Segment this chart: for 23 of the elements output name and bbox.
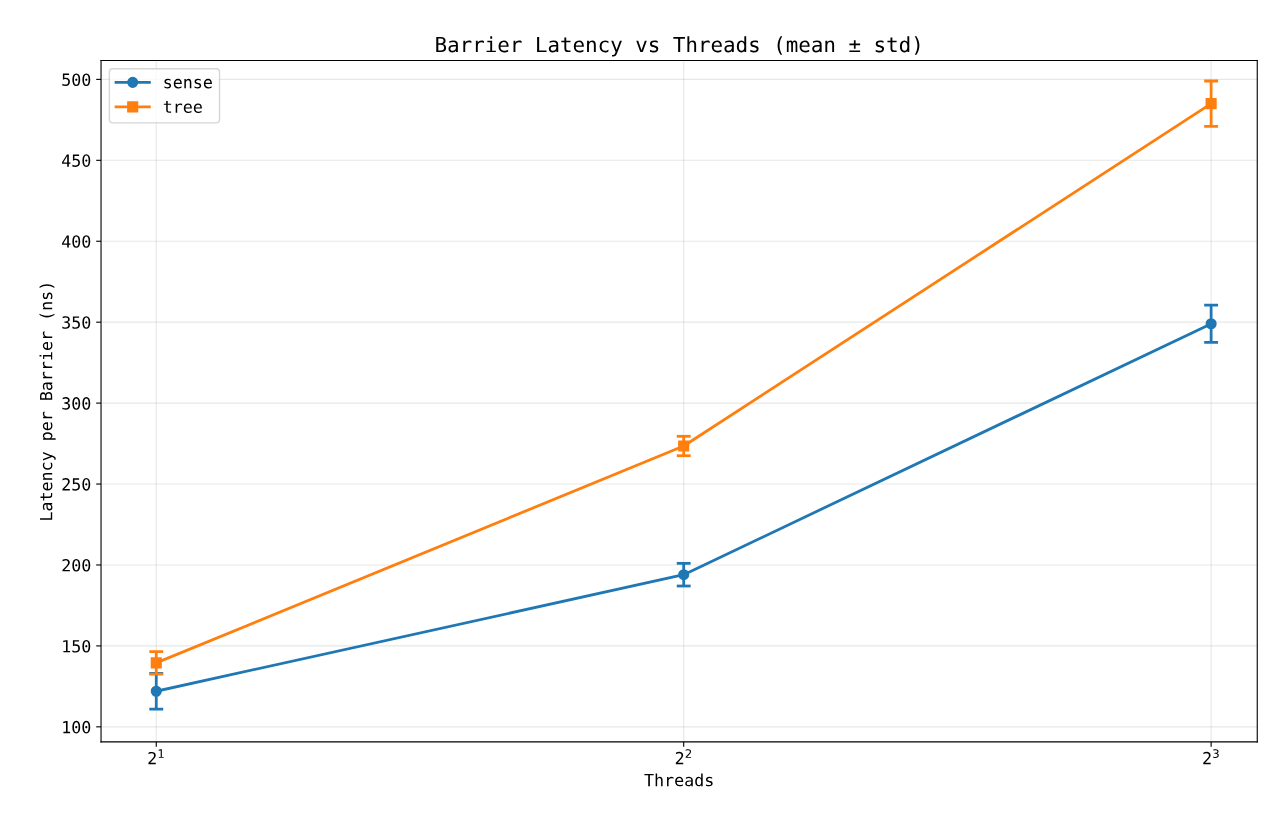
chart-title: Barrier Latency vs Threads (mean ± std) (436, 36, 920, 57)
x-tick-label: 2$^{1}$ (148, 749, 164, 765)
y-tick-label: 300 (62, 397, 91, 410)
y-tick-label: 200 (62, 558, 91, 572)
legend-label: tree (163, 101, 202, 113)
y-tick-label: 100 (63, 720, 91, 734)
x-tick-label: 2$^{3}$ (1203, 749, 1219, 765)
x-tick-label: 2$^{2}$ (675, 749, 692, 765)
y-axis-title: Latency per Barrier (ns) (39, 284, 56, 520)
x-axis-title: Threads (644, 773, 713, 787)
point (1205, 98, 1217, 110)
point (1205, 318, 1217, 330)
y-tick-label: 450 (62, 154, 91, 167)
point (678, 569, 690, 581)
point (678, 440, 690, 452)
y-tick-label: 350 (62, 316, 91, 329)
y-tick-label: 400 (62, 235, 91, 248)
legend-label: sense (164, 78, 212, 89)
point (150, 685, 162, 697)
y-tick-label: 250 (62, 478, 91, 491)
point (150, 657, 162, 669)
y-tick-label: 500 (62, 73, 91, 86)
y-tick-label: 150 (63, 639, 91, 653)
